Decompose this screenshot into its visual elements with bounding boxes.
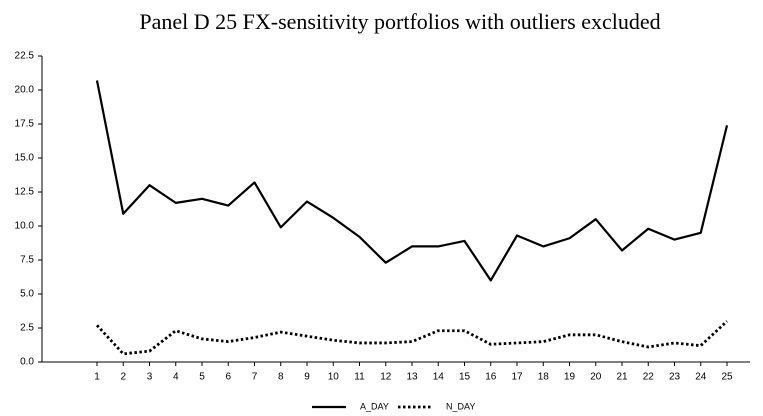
- series-line: [95, 320, 728, 356]
- legend-label: A_DAY: [360, 401, 389, 411]
- x-tick-label: 9: [304, 372, 310, 383]
- x-tick-label: 6: [225, 372, 231, 383]
- x-tick-label: 7: [252, 372, 258, 383]
- x-tick-label: 5: [199, 372, 205, 383]
- x-tick-label: 21: [616, 372, 628, 383]
- x-tick-label: 10: [328, 372, 340, 383]
- x-tick-label: 18: [538, 372, 550, 383]
- y-tick-label: 12.5: [15, 187, 35, 198]
- y-tick-label: 5.0: [20, 289, 34, 300]
- y-tick-label: 20.0: [15, 85, 35, 96]
- x-tick-label: 8: [278, 372, 284, 383]
- legend-label: N_DAY: [446, 401, 475, 411]
- y-tick-label: 22.5: [15, 51, 35, 62]
- x-tick-label: 4: [173, 372, 179, 383]
- y-tick-label: 10.0: [15, 221, 35, 232]
- series-line: [95, 80, 729, 282]
- y-tick-label: 17.5: [15, 119, 35, 130]
- x-tick-label: 19: [564, 372, 576, 383]
- x-tick-label: 25: [721, 372, 733, 383]
- y-tick-label: 0.0: [20, 357, 34, 368]
- x-tick-label: 20: [590, 372, 602, 383]
- x-tick-label: 3: [147, 372, 153, 383]
- x-tick-label: 17: [511, 372, 523, 383]
- x-tick-label: 24: [695, 372, 707, 383]
- x-tick-label: 14: [433, 372, 445, 383]
- x-tick-label: 12: [380, 372, 392, 383]
- x-tick-label: 2: [120, 372, 126, 383]
- chart-title: Panel D 25 FX-sensitivity portfolios wit…: [139, 9, 660, 34]
- x-tick-label: 16: [485, 372, 497, 383]
- x-tick-label: 23: [669, 372, 681, 383]
- y-tick-label: 15.0: [15, 153, 35, 164]
- x-tick-label: 11: [354, 372, 365, 383]
- x-tick-label: 15: [459, 372, 471, 383]
- y-tick-label: 2.5: [20, 323, 34, 334]
- x-tick-label: 13: [406, 372, 418, 383]
- x-tick-label: 22: [643, 372, 655, 383]
- x-tick-label: 1: [94, 372, 100, 383]
- y-tick-label: 7.5: [20, 255, 34, 266]
